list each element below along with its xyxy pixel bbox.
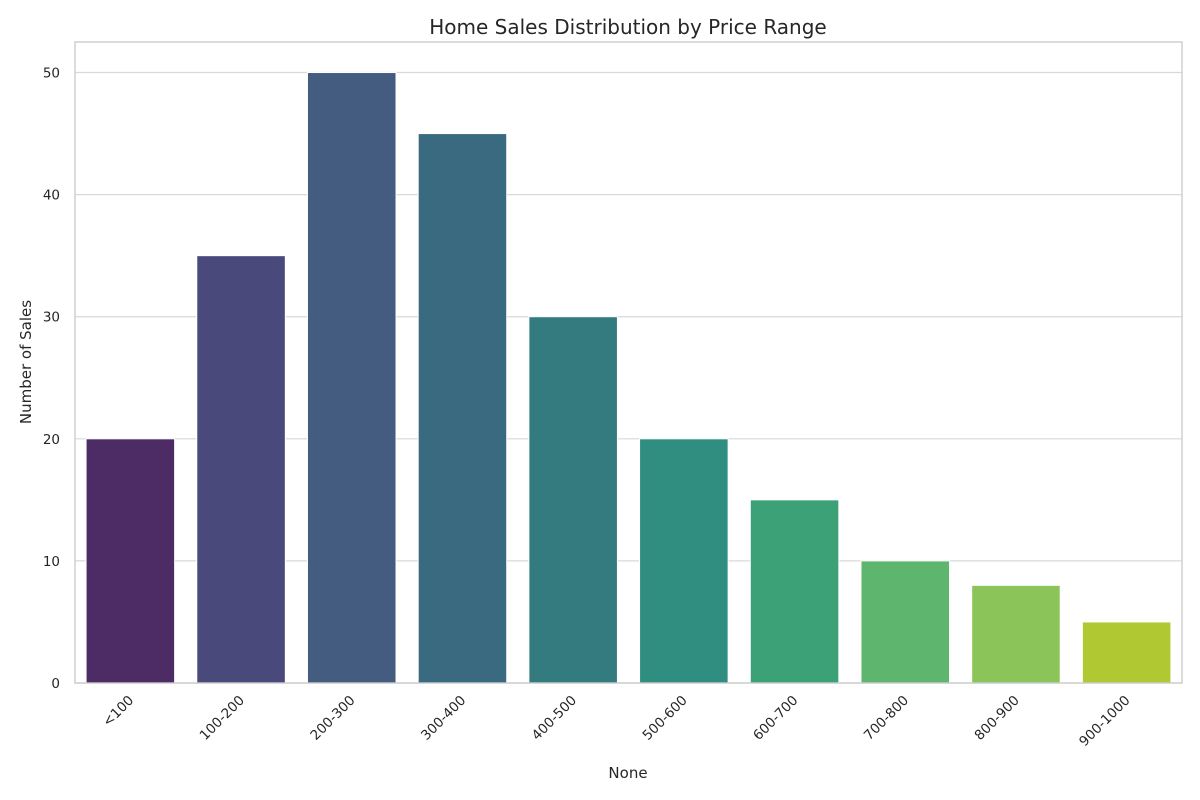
y-tick-label: 10 <box>43 554 60 570</box>
y-tick-label: 0 <box>51 676 60 692</box>
bar-700-800 <box>860 560 951 684</box>
y-tick-labels: 0 10 20 30 40 50 <box>43 66 60 692</box>
y-tick-label: 40 <box>43 188 60 204</box>
x-tick-label: 300-400 <box>418 693 469 744</box>
x-tick-label: 500-600 <box>639 693 690 744</box>
plot-frame <box>74 41 1183 684</box>
x-tick-label: 800-900 <box>972 693 1023 744</box>
x-tick-label: <100 <box>100 693 138 731</box>
bar-100-200 <box>196 255 286 684</box>
bars <box>85 72 1172 684</box>
bar-600-700 <box>749 499 840 684</box>
bar-<100 <box>85 438 176 684</box>
y-tick-label: 50 <box>43 66 60 82</box>
y-tick-label: 20 <box>43 432 60 448</box>
y-tick-label: 30 <box>43 310 60 326</box>
y-axis-label: Number of Sales <box>17 300 35 424</box>
bar-500-600 <box>639 438 729 684</box>
x-axis-label: None <box>608 764 647 782</box>
x-tick-label: 200-300 <box>307 693 358 744</box>
x-tick-label: 600-700 <box>750 693 801 744</box>
x-tick-label: 700-800 <box>861 693 912 744</box>
x-tick-label: 400-500 <box>529 693 580 744</box>
chart-title: Home Sales Distribution by Price Range <box>429 15 826 39</box>
x-tick-labels: <100 100-200 200-300 300-400 400-500 500-600 6… <box>100 693 1134 750</box>
bar-800-900 <box>971 584 1061 684</box>
bar-400-500 <box>528 316 618 684</box>
bar-300-400 <box>417 133 508 684</box>
x-tick-label: 900-1000 <box>1076 693 1133 750</box>
bar-900-1000 <box>1081 621 1172 684</box>
bar-200-300 <box>306 72 397 684</box>
x-tick-label: 100-200 <box>197 693 248 744</box>
